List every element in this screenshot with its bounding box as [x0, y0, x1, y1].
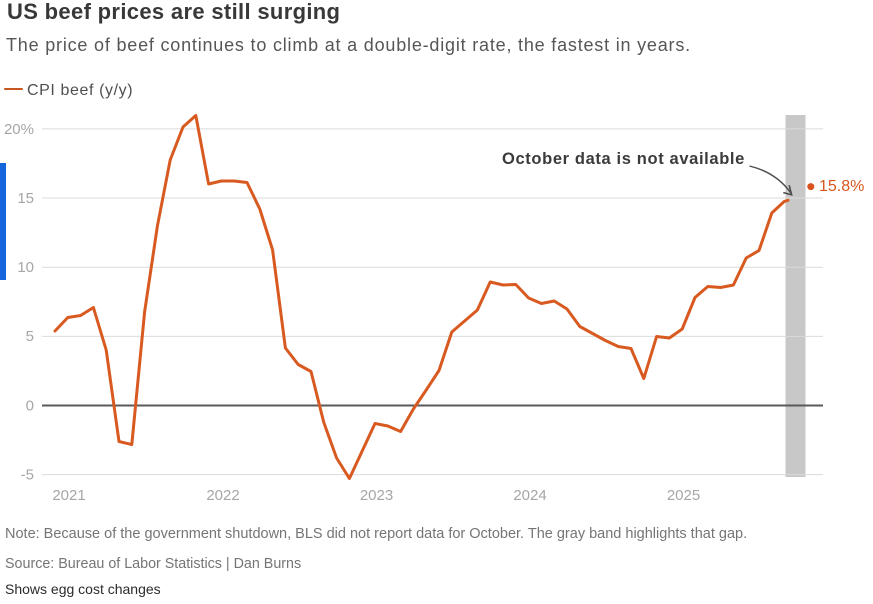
svg-text:2021: 2021 — [52, 487, 85, 504]
svg-text:2022: 2022 — [206, 487, 239, 504]
svg-text:2023: 2023 — [360, 487, 393, 504]
svg-text:5: 5 — [26, 328, 34, 345]
svg-text:2025: 2025 — [667, 487, 700, 504]
svg-text:2024: 2024 — [513, 487, 546, 504]
svg-text:20%: 20% — [4, 121, 34, 138]
svg-text:-5: -5 — [21, 467, 34, 484]
svg-text:10: 10 — [17, 259, 34, 276]
svg-text:0: 0 — [26, 398, 34, 415]
svg-text:15: 15 — [17, 190, 34, 207]
